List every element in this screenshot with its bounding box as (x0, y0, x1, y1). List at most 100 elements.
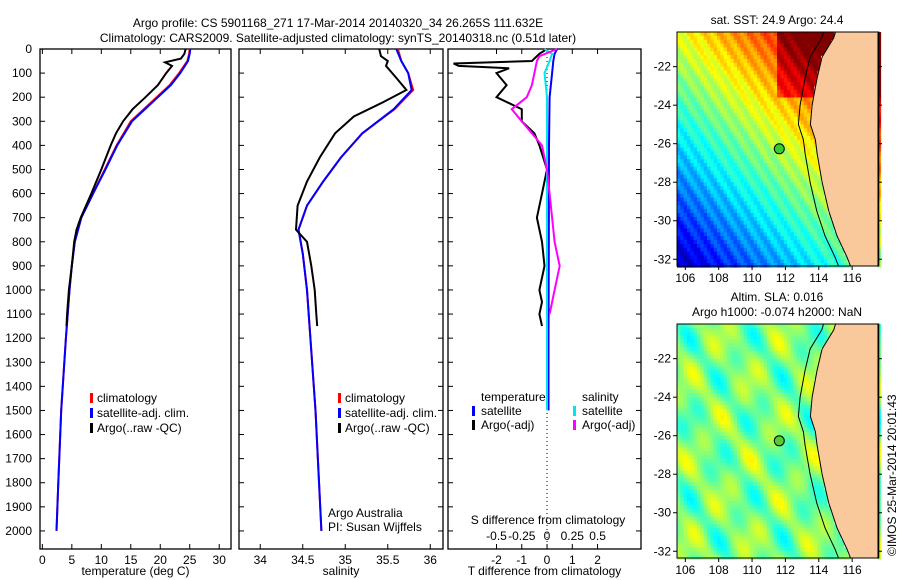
map-cell (723, 82, 728, 87)
map-cell (760, 393, 765, 398)
map-cell (723, 193, 728, 199)
map-cell (680, 397, 685, 402)
map-cell (770, 232, 775, 237)
map-cell (760, 428, 765, 433)
map-cell (723, 116, 728, 122)
map-cell (773, 74, 778, 79)
map-cell (790, 205, 795, 210)
map-cell (737, 524, 741, 529)
map-cell (763, 243, 768, 249)
map-cell (780, 455, 785, 460)
map-cell (747, 66, 751, 72)
map-cell (720, 474, 725, 479)
map-cell (730, 524, 735, 529)
map-cell (817, 243, 821, 249)
map-cell (770, 163, 775, 168)
map-cell (713, 497, 718, 502)
map-cell (680, 78, 685, 83)
map-cell (757, 451, 761, 456)
map-cell (790, 186, 795, 191)
map-cell (733, 128, 738, 133)
map-cell (810, 89, 815, 95)
map-cell (790, 132, 795, 137)
map-cell (723, 112, 728, 118)
map-cell (720, 401, 725, 406)
map-cell (693, 39, 698, 45)
map-cell (747, 339, 751, 344)
map-cell (720, 501, 725, 506)
map-cell (803, 197, 808, 203)
map-cell (827, 247, 831, 253)
map-cell (730, 232, 735, 237)
map-cell (713, 327, 718, 333)
map-cell (710, 481, 715, 487)
map-cell (787, 109, 791, 114)
map-cell (717, 439, 721, 445)
y-tick-label: 1700 (5, 452, 32, 466)
map-cell (797, 147, 801, 153)
legend-swatch-climatology (90, 393, 93, 403)
map-cell (713, 428, 718, 433)
map-cell (693, 120, 698, 126)
map-cell (763, 151, 768, 156)
map-cell (727, 59, 731, 64)
map-cell (803, 66, 808, 72)
map-cell (740, 412, 745, 418)
map-cell (770, 120, 775, 126)
map-cell (743, 389, 748, 394)
map-cell (683, 112, 688, 118)
map-cell (710, 428, 715, 433)
map-cell (777, 193, 781, 199)
map-cell (767, 182, 771, 187)
map-cell (700, 35, 705, 41)
map-cell (723, 327, 728, 333)
map-cell (780, 451, 785, 456)
map-cell (683, 447, 688, 452)
map-cell (777, 428, 781, 433)
map-cell (733, 163, 738, 168)
map-cell (757, 455, 761, 460)
map-cell (777, 462, 781, 468)
map-cell (773, 408, 778, 414)
map-cell (803, 193, 808, 199)
map-cell (747, 89, 751, 95)
map-cell (677, 451, 681, 456)
map-cell (757, 381, 761, 387)
map-cell (767, 136, 771, 141)
map-cell (760, 512, 765, 518)
map-cell (693, 109, 698, 114)
map-cell (733, 120, 738, 126)
map-cell (713, 455, 718, 460)
map-cell (777, 474, 781, 479)
map-cell (747, 59, 751, 64)
map-cell (707, 389, 711, 394)
map-cell (680, 255, 685, 260)
map-cell (767, 186, 771, 191)
map-cell (720, 377, 725, 383)
map-cell (710, 209, 715, 214)
map-cell (753, 512, 758, 518)
map-cell (773, 377, 778, 383)
map-cell (777, 370, 781, 375)
map-cell (777, 255, 781, 260)
map-cell (767, 547, 771, 552)
map-cell (767, 366, 771, 371)
map-cell (747, 424, 751, 429)
map-cell (787, 263, 791, 268)
map-cell (737, 220, 741, 226)
map-cell (783, 408, 788, 414)
map-cell (713, 59, 718, 64)
map-cell (707, 493, 711, 498)
map-cell (700, 163, 705, 168)
map-cell (747, 528, 751, 533)
map-cell (703, 124, 708, 129)
map-cell (763, 166, 768, 172)
sst-map: 106 108 110 112 114 116-22-24-26-28-30-32 (654, 31, 882, 285)
map-cell (723, 236, 728, 241)
map-cell (683, 435, 688, 441)
map-cell (743, 412, 748, 418)
map-cell (820, 39, 825, 45)
map-cell (693, 543, 698, 549)
map-cell (677, 489, 681, 495)
map-cell (700, 393, 705, 398)
